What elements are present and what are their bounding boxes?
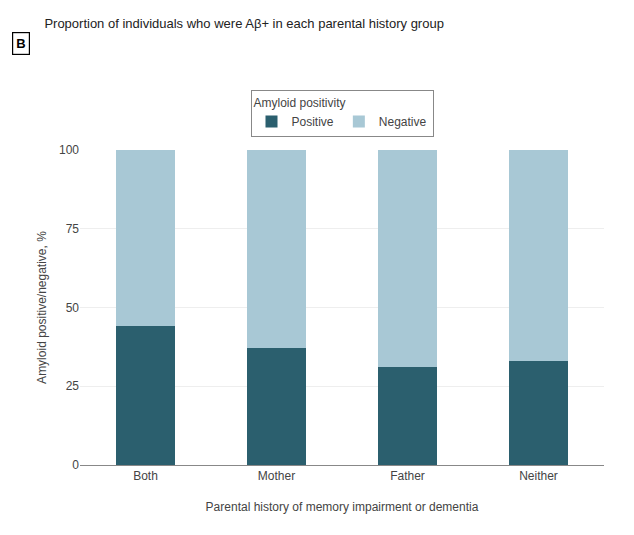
svg-text:Neither: Neither [519,469,558,483]
svg-text:Proportion of individuals who: Proportion of individuals who were Aβ+ i… [44,16,444,31]
svg-text:75: 75 [66,222,80,236]
svg-text:Mother: Mother [258,469,295,483]
svg-text:Amyloid positivity: Amyloid positivity [254,96,346,110]
svg-text:0: 0 [72,458,79,472]
svg-text:Parental history of memory imp: Parental history of memory impairment or… [206,500,479,514]
svg-text:50: 50 [66,301,80,315]
svg-text:Negative: Negative [379,115,427,129]
svg-text:Both: Both [133,469,158,483]
svg-text:25: 25 [66,379,80,393]
svg-text:Father: Father [390,469,425,483]
svg-text:100: 100 [59,143,79,157]
svg-text:Positive: Positive [292,115,334,129]
svg-text:B: B [16,36,25,51]
svg-text:Amyloid positive/negative, %: Amyloid positive/negative, % [35,231,49,384]
